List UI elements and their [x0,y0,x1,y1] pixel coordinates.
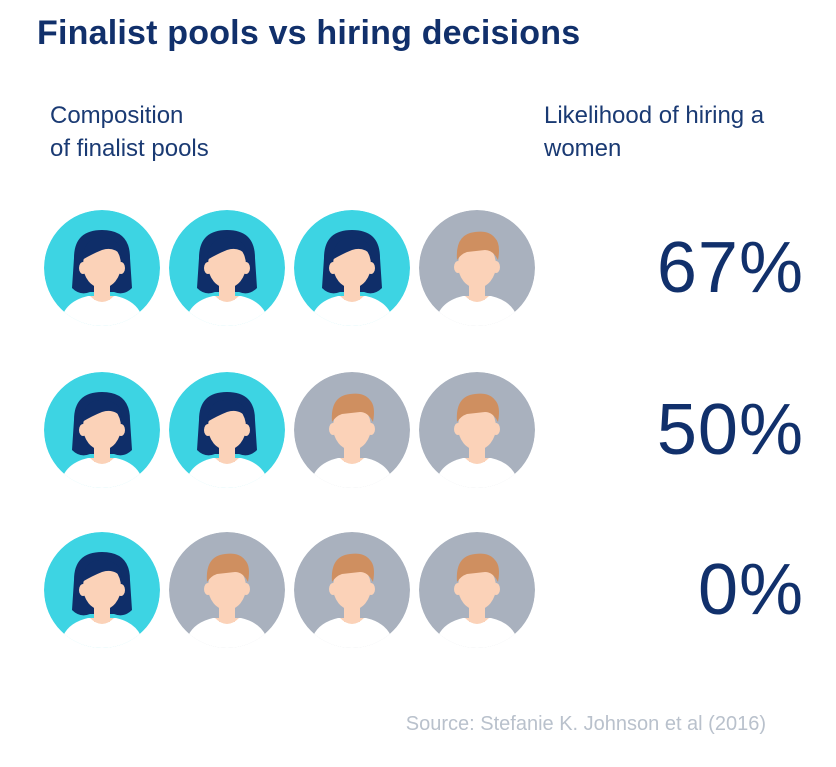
man-avatar-icon [169,532,285,648]
man-avatar-icon [294,532,410,648]
woman-avatar-icon [169,210,285,326]
woman-avatar-icon [294,210,410,326]
hiring-likelihood-value: 0% [697,550,804,630]
pool-row-3: 0% [44,532,804,648]
pool-row-2: 50% [44,372,804,488]
column-header-composition: Composition of finalist pools [50,99,350,165]
woman-avatar-icon [44,532,160,648]
man-avatar-icon [419,210,535,326]
woman-avatar-icon [169,372,285,488]
man-avatar-icon [419,372,535,488]
man-avatar-icon [419,532,535,648]
hiring-likelihood-value: 67% [656,228,804,308]
woman-avatar-icon [44,210,160,326]
column-header-composition-line1: Composition [50,102,184,129]
hiring-likelihood-value: 50% [656,390,804,470]
column-header-likelihood: Likelihood of hiring a women [544,99,824,165]
man-avatar-icon [294,372,410,488]
pool-avatars [44,372,544,488]
source-credit: Source: Stefanie K. Johnson et al (2016) [405,713,766,735]
column-header-likelihood-line2: women [544,135,622,162]
pool-avatars [44,532,544,648]
column-header-likelihood-line1: Likelihood of hiring a [544,102,765,129]
page-title: Finalist pools vs hiring decisions [37,14,581,52]
woman-avatar-icon [44,372,160,488]
column-header-composition-line2: of finalist pools [50,135,209,162]
pool-row-1: 67% [44,210,804,326]
pool-avatars [44,210,544,326]
